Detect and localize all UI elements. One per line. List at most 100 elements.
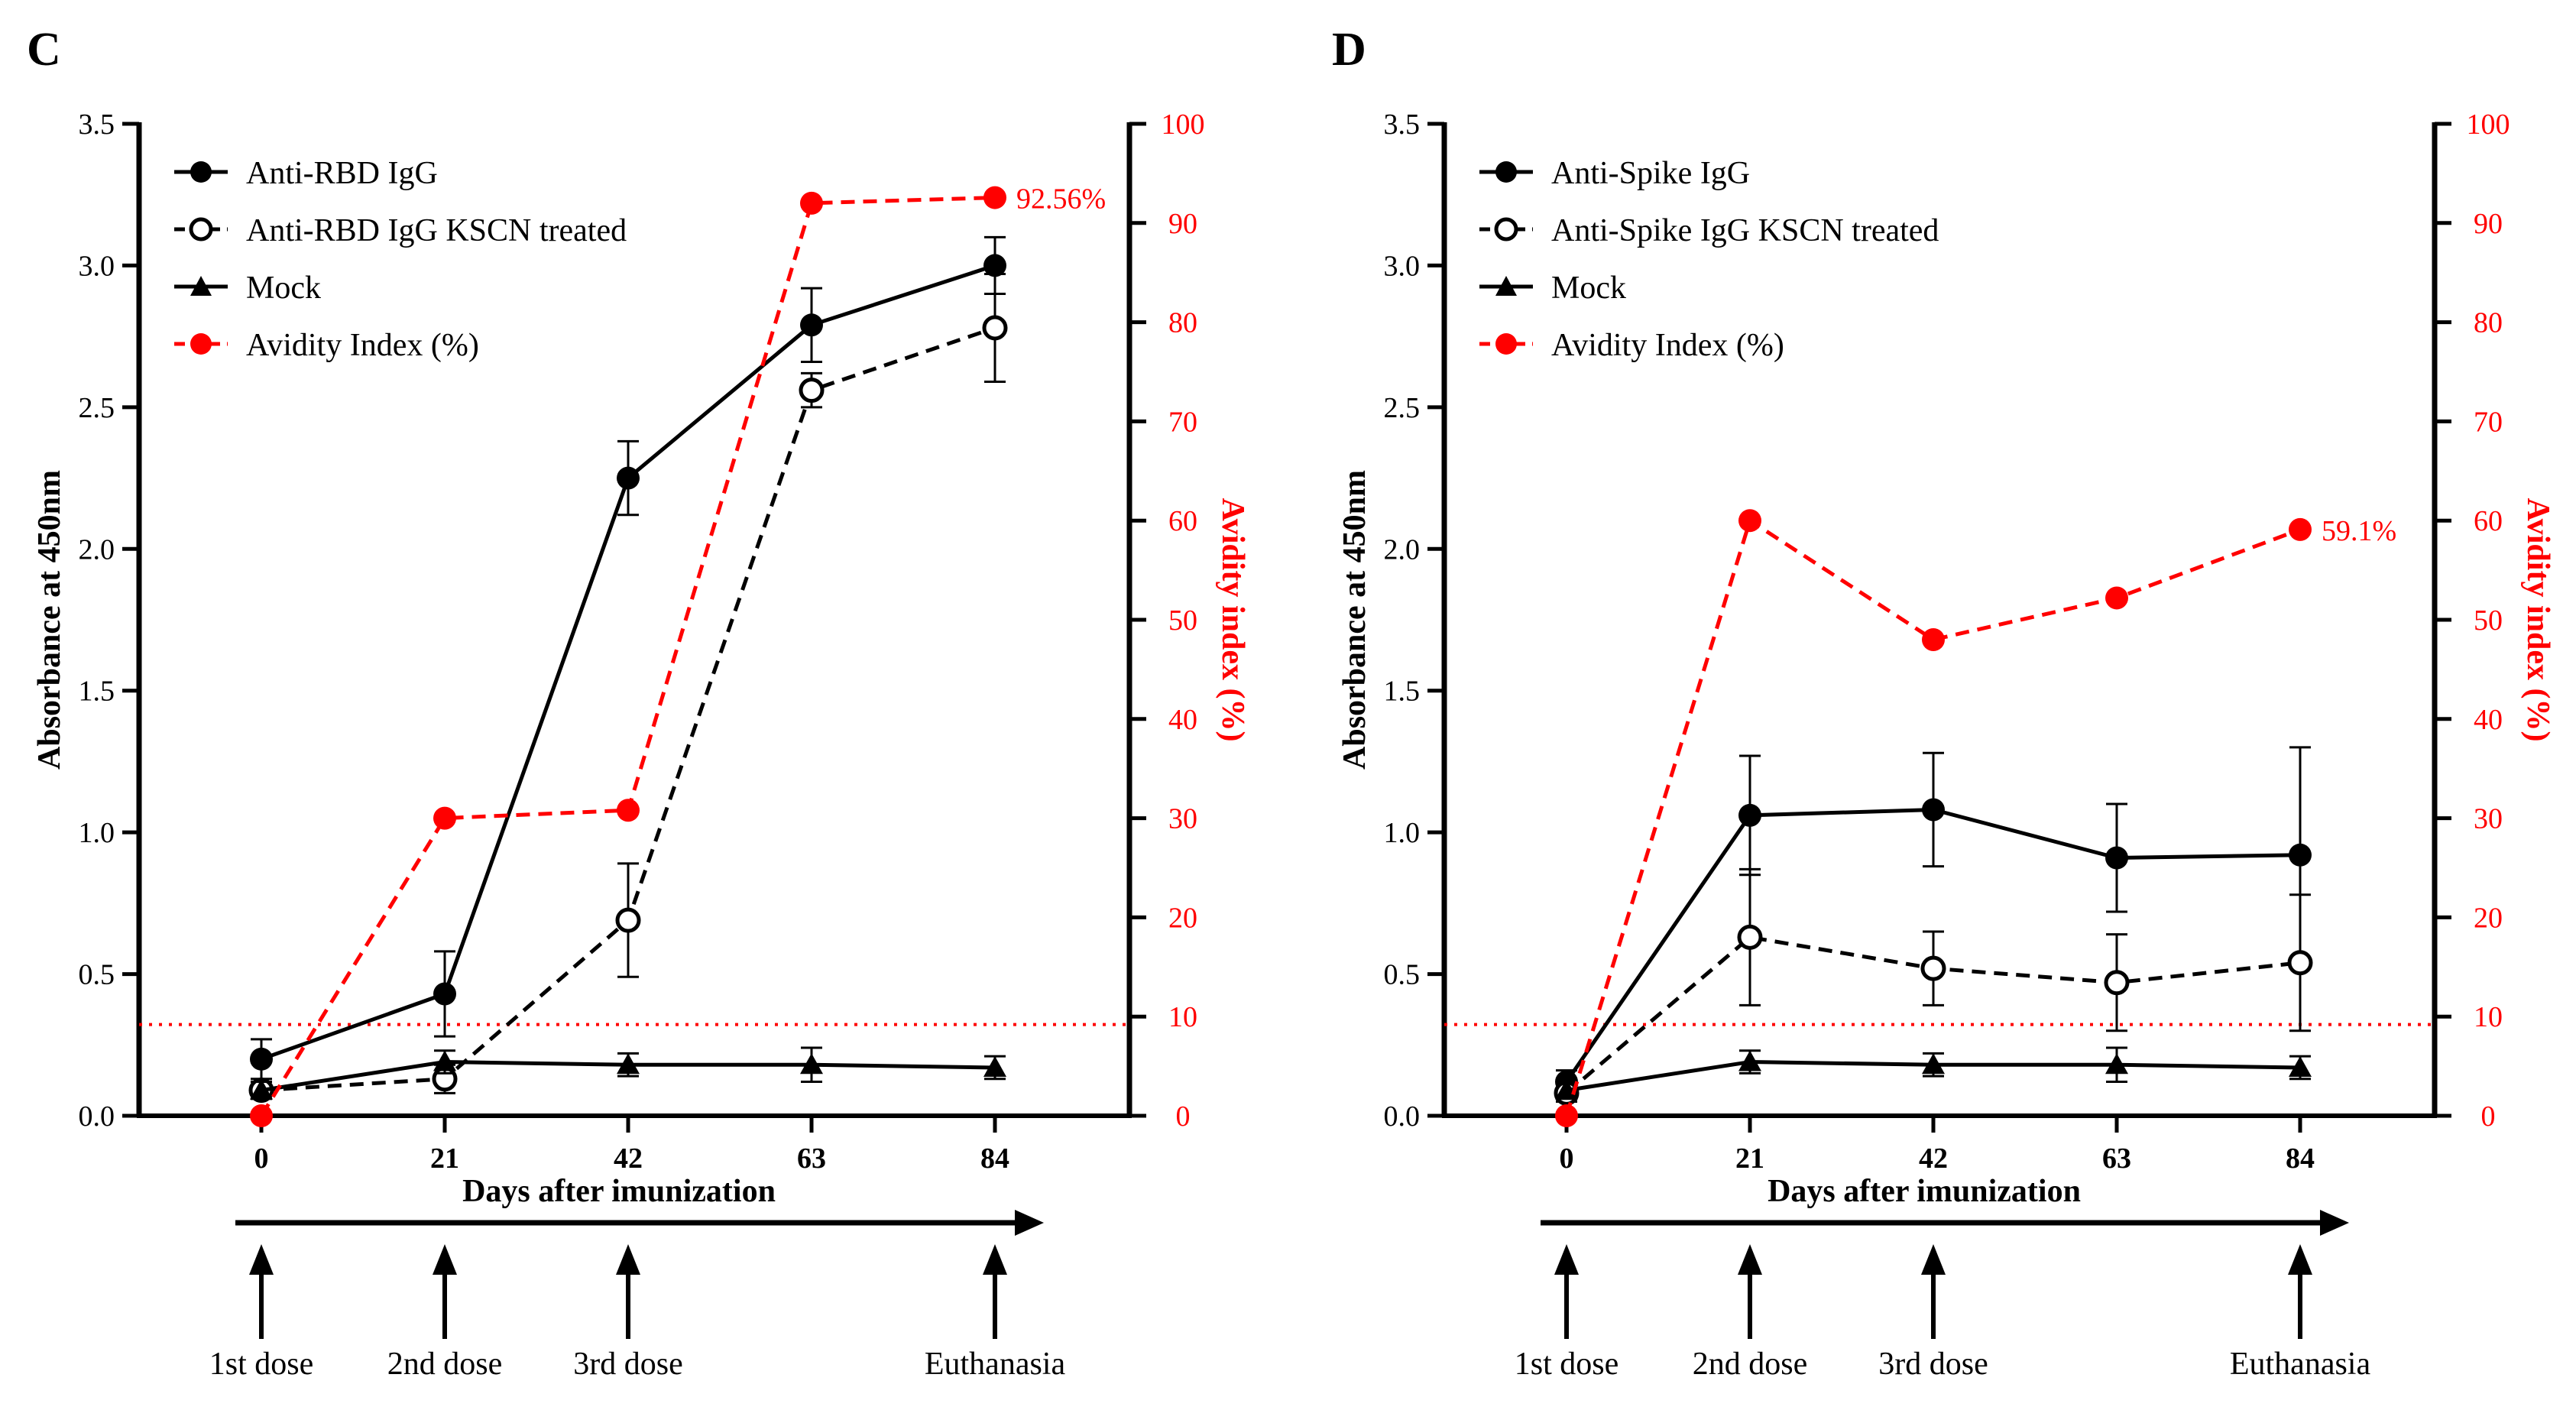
data-point-red <box>800 191 823 215</box>
y2-tick-label: 100 <box>1162 109 1205 141</box>
y2-tick-label: 40 <box>2474 704 2503 736</box>
data-point-triangle <box>2105 1053 2128 1075</box>
panel-letter: D <box>1332 24 1366 76</box>
legend-label: Mock <box>246 271 321 306</box>
data-point-red <box>2289 517 2312 541</box>
legend-label: Anti-Spike IgG KSCN treated <box>1551 213 1939 248</box>
y-axis-title: Absorbance at 450nm <box>32 470 67 770</box>
y-tick-label: 3.0 <box>79 250 115 282</box>
dose-label: 3rd dose <box>1878 1347 1988 1382</box>
legend-label: Anti-RBD IgG <box>246 156 438 191</box>
data-point-triangle <box>617 1053 640 1075</box>
data-point-red <box>617 799 640 822</box>
data-point-open <box>2287 950 2313 976</box>
data-point <box>433 982 456 1006</box>
legend-label: Anti-Spike IgG <box>1551 156 1750 191</box>
y-tick-label: 0.0 <box>1384 1100 1421 1133</box>
dose-label: Euthanasia <box>2230 1347 2371 1382</box>
x-tick-label: 63 <box>2102 1143 2131 1175</box>
chart-panel-d: D 0.0 0.5 1.0 1.5 2.0 2.5 3.0 3.5 0 10 20 30 40 50 60 70… <box>1332 24 2555 1382</box>
legend-label: Mock <box>1551 271 1626 306</box>
y2-tick-label: 60 <box>1168 505 1197 537</box>
data-point <box>250 1047 273 1071</box>
y2-tick-label: 80 <box>1168 307 1197 339</box>
timeline-arrowhead <box>2320 1210 2349 1236</box>
y-tick-label: 0.0 <box>79 1100 115 1133</box>
data-point-red <box>2105 586 2128 610</box>
y-tick-label: 1.5 <box>1384 676 1421 708</box>
dose-arrowhead <box>616 1244 640 1275</box>
dose-arrowhead <box>983 1244 1007 1275</box>
y-tick-label: 2.5 <box>1384 392 1421 424</box>
y-tick-label: 3.0 <box>1384 250 1421 282</box>
data-point <box>2289 843 2312 867</box>
y2-tick-label: 100 <box>2467 109 2510 141</box>
data-point <box>800 313 823 337</box>
y2-axis-title: Avidity index (%) <box>2520 498 2555 742</box>
data-point <box>2105 846 2128 870</box>
data-point-red <box>433 806 456 830</box>
avidity-annotation: 92.56% <box>1016 183 1106 216</box>
data-point-triangle <box>250 1078 273 1100</box>
data-point-open <box>982 315 1008 341</box>
dose-arrowhead <box>1554 1244 1579 1275</box>
y-tick-label: 1.5 <box>79 676 115 708</box>
y-tick-label: 1.0 <box>1384 817 1421 849</box>
data-point-red <box>1555 1104 1578 1127</box>
panel-letter: C <box>27 24 61 76</box>
data-point-triangle <box>1922 1053 1945 1075</box>
y2-tick-label: 0 <box>1176 1100 1191 1133</box>
legend-label: Anti-RBD IgG KSCN treated <box>246 213 627 248</box>
legend-marker-triangle <box>1495 276 1517 296</box>
y2-tick-label: 20 <box>1168 902 1197 934</box>
data-point <box>983 254 1006 277</box>
y-tick-label: 3.5 <box>1384 109 1421 141</box>
x-tick-label: 84 <box>980 1143 1009 1175</box>
dose-arrowhead <box>433 1244 457 1275</box>
dose-arrowhead <box>1921 1244 1946 1275</box>
data-point-triangle <box>800 1053 823 1075</box>
y2-tick-label: 80 <box>2474 307 2503 339</box>
data-point-open <box>1737 924 1763 950</box>
data-point-open <box>615 907 641 933</box>
data-point-triangle <box>1738 1050 1761 1071</box>
legend-marker <box>1495 333 1517 355</box>
x-tick-label: 84 <box>2286 1143 2315 1175</box>
x-tick-label: 0 <box>254 1143 269 1175</box>
y2-tick-label: 90 <box>2474 208 2503 240</box>
data-point-red <box>250 1104 273 1127</box>
data-point-red <box>1738 509 1761 533</box>
y2-tick-label: 10 <box>2474 1001 2503 1033</box>
avidity-annotation: 59.1% <box>2322 515 2396 547</box>
dose-arrowhead <box>249 1244 274 1275</box>
data-point-triangle <box>433 1050 456 1071</box>
x-tick-label: 21 <box>1735 1143 1764 1175</box>
y-tick-label: 2.0 <box>79 533 115 566</box>
series-line-3 <box>1564 517 2301 1117</box>
x-tick-label: 42 <box>614 1143 643 1175</box>
y2-tick-label: 0 <box>2481 1100 2496 1133</box>
y2-tick-label: 50 <box>2474 605 2503 637</box>
y-tick-label: 1.0 <box>79 817 115 849</box>
dose-label: 2nd dose <box>387 1347 503 1382</box>
data-point-triangle <box>983 1055 1006 1077</box>
dose-arrowhead <box>1738 1244 1762 1275</box>
y2-tick-label: 60 <box>2474 505 2503 537</box>
x-tick-label: 42 <box>1919 1143 1948 1175</box>
data-point-red <box>983 186 1006 209</box>
legend-marker <box>190 333 212 355</box>
x-tick-label: 63 <box>797 1143 826 1175</box>
dose-label: 3rd dose <box>573 1347 682 1382</box>
y2-tick-label: 70 <box>1168 406 1197 438</box>
y2-tick-label: 30 <box>1168 803 1197 835</box>
legend-marker <box>1495 161 1517 183</box>
y2-tick-label: 30 <box>2474 803 2503 835</box>
x-axis-title: Days after imunization <box>462 1174 776 1209</box>
data-point-red <box>1922 627 1945 651</box>
y2-tick-label: 90 <box>1168 208 1197 240</box>
dose-label: Euthanasia <box>925 1347 1066 1382</box>
dose-arrowhead <box>2288 1244 2312 1275</box>
data-point-open <box>1920 955 1946 981</box>
data-point <box>1738 803 1761 827</box>
dose-label: 1st dose <box>209 1347 314 1382</box>
